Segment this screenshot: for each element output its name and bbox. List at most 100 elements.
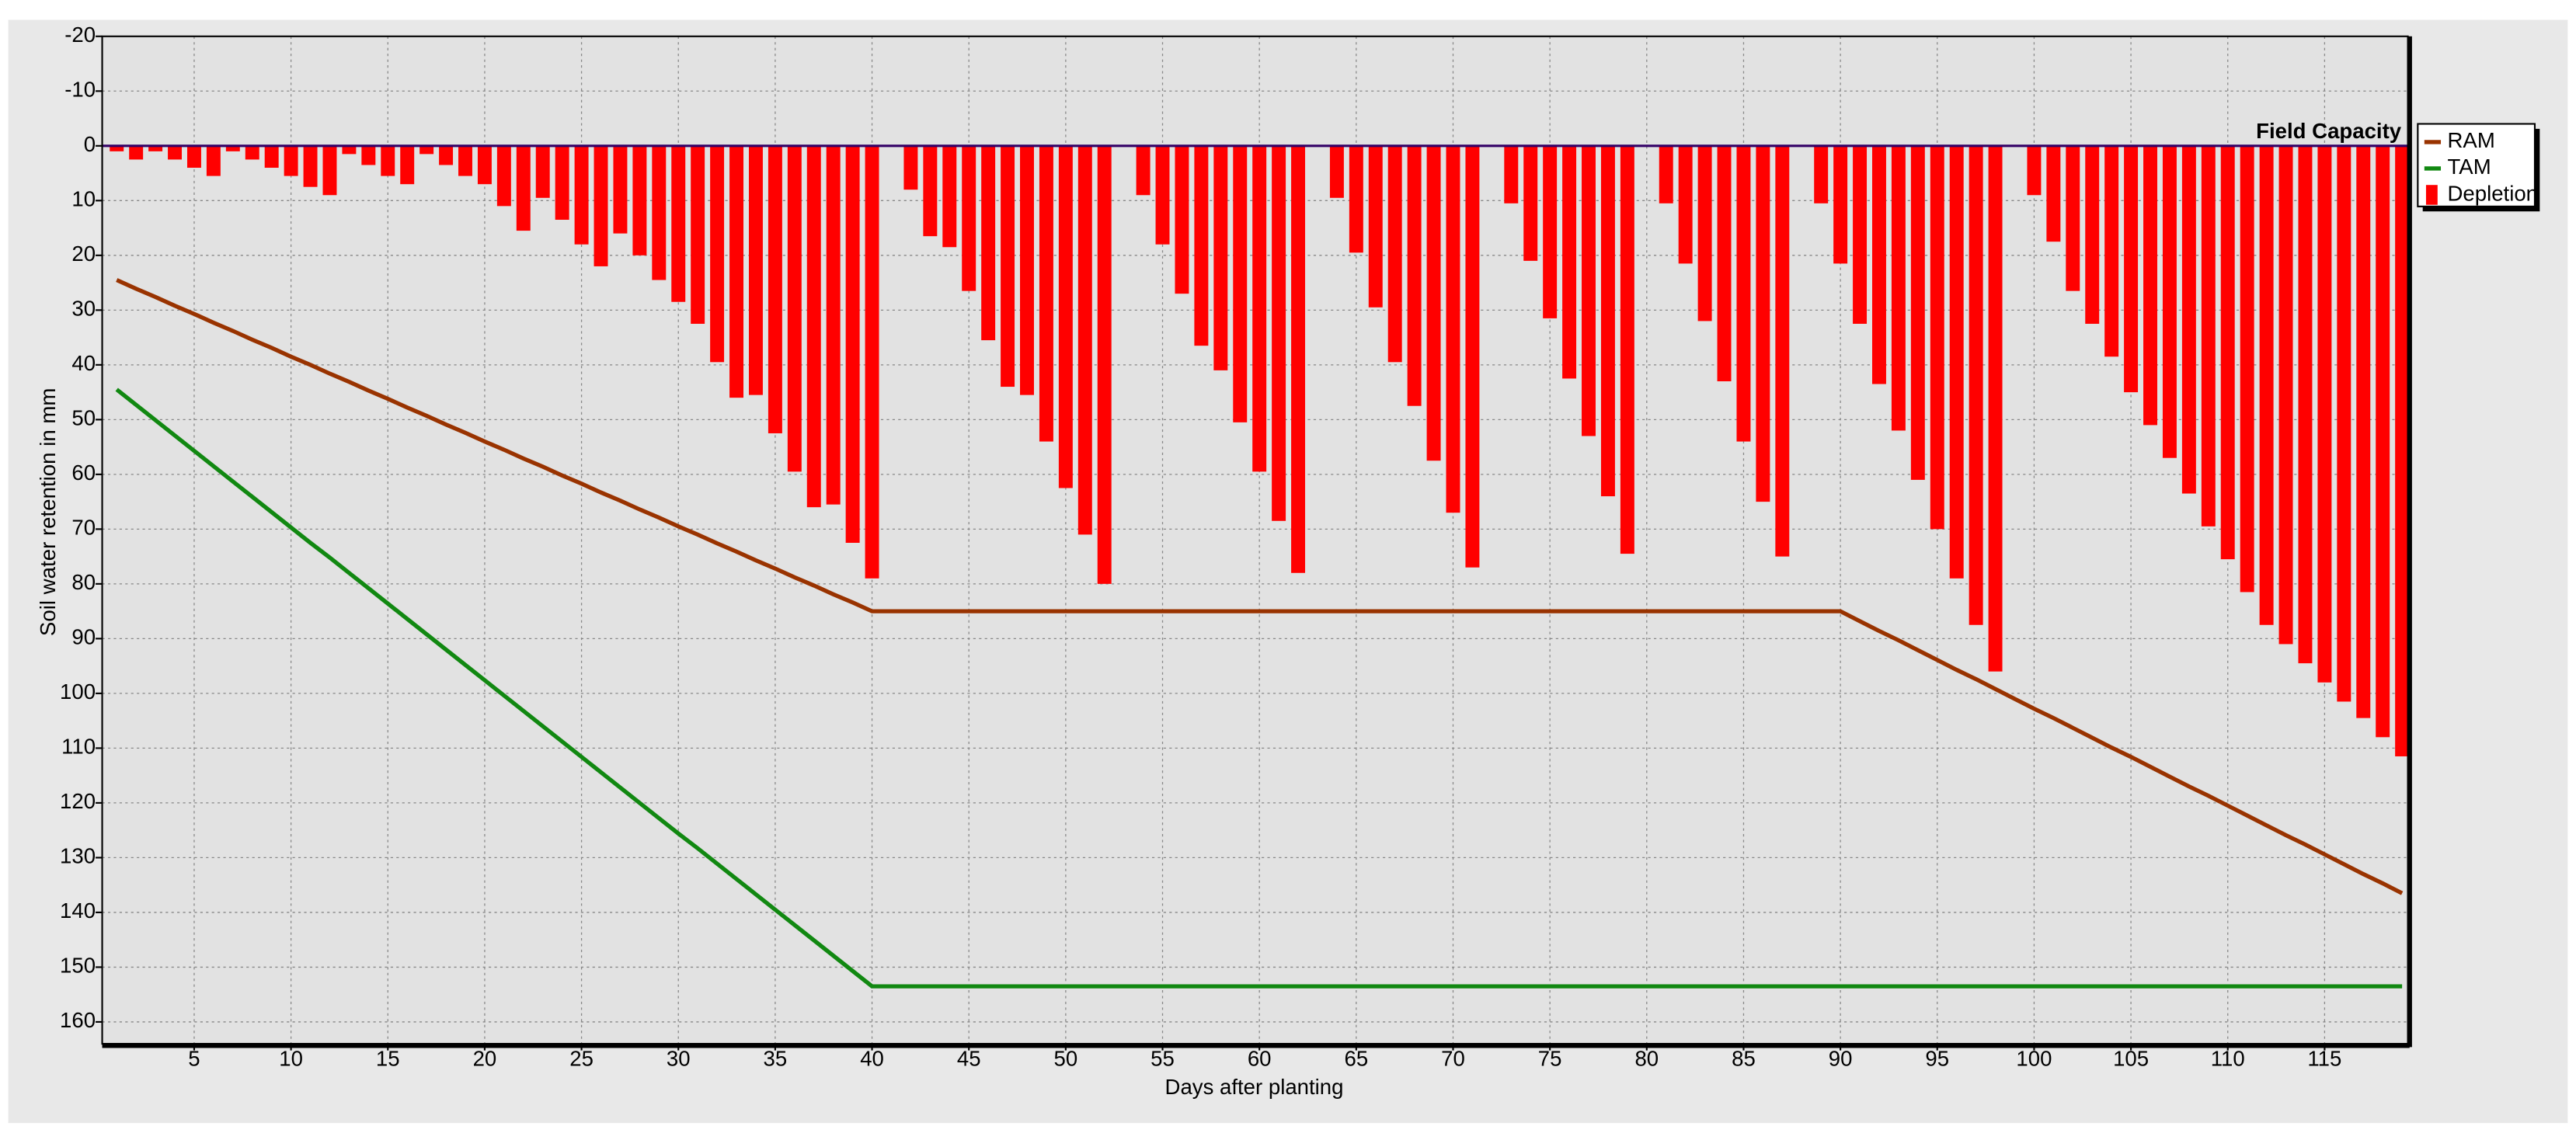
bar xyxy=(1058,145,1073,488)
bar xyxy=(845,145,860,543)
bar xyxy=(1001,145,1015,388)
bar xyxy=(691,145,705,324)
bar xyxy=(1077,145,1092,535)
bar xyxy=(1833,145,1848,264)
bar xyxy=(555,145,569,220)
bar xyxy=(2337,145,2351,702)
bar xyxy=(2181,145,2196,494)
bar xyxy=(1407,145,1422,406)
bar xyxy=(1949,145,1964,579)
bar xyxy=(1194,145,1209,346)
x-tick-label: 100 xyxy=(2016,1047,2052,1071)
y-tick-label: 0 xyxy=(84,132,96,156)
bar xyxy=(981,145,996,341)
x-tick-label: 35 xyxy=(764,1047,788,1071)
bar xyxy=(245,145,259,160)
y-tick-label: 110 xyxy=(61,735,96,759)
bar xyxy=(1020,145,1034,395)
bar xyxy=(1155,145,1170,245)
line xyxy=(116,278,2404,895)
bar xyxy=(1329,145,1344,198)
bar xyxy=(2085,145,2100,324)
x-tick-label: 105 xyxy=(2113,1047,2149,1071)
bar xyxy=(2162,145,2177,458)
y-tick-label: -10 xyxy=(64,78,96,102)
y-tick-label: 150 xyxy=(60,954,96,978)
bar xyxy=(1446,145,1460,513)
x-tick-label: 55 xyxy=(1150,1047,1175,1071)
bar xyxy=(1213,145,1228,370)
bar xyxy=(1349,145,1363,253)
y-tick-label: 20 xyxy=(71,242,96,266)
bar xyxy=(264,145,279,169)
x-tick-label: 75 xyxy=(1538,1047,1562,1071)
bar xyxy=(168,145,183,160)
y-tick-label: -20 xyxy=(64,23,96,47)
bar xyxy=(632,145,647,255)
bar xyxy=(1136,145,1150,196)
x-tick-label: 45 xyxy=(957,1047,981,1071)
bar xyxy=(516,145,531,231)
bar xyxy=(2298,145,2313,664)
x-tick-label: 25 xyxy=(569,1047,594,1071)
bar xyxy=(458,145,472,176)
bar xyxy=(1988,145,2003,672)
bar xyxy=(1969,145,1983,625)
x-tick-label: 80 xyxy=(1634,1047,1659,1071)
bar xyxy=(1891,145,1906,431)
bar xyxy=(1368,145,1383,308)
bar xyxy=(1426,145,1441,461)
bar xyxy=(1814,145,1829,203)
bar xyxy=(284,145,298,176)
bar xyxy=(303,145,318,187)
bar xyxy=(1252,145,1267,472)
bar xyxy=(1582,145,1596,436)
bar xyxy=(1523,145,1538,261)
y-tick-label: 60 xyxy=(71,460,96,485)
bar xyxy=(225,145,240,151)
y-tick-label: 100 xyxy=(60,679,96,704)
y-tick-label: 30 xyxy=(71,297,96,321)
bar xyxy=(1387,145,1402,363)
y-tick-label: 140 xyxy=(60,898,96,923)
bar xyxy=(1620,145,1634,554)
bar xyxy=(710,145,725,363)
bar xyxy=(594,145,608,266)
bar xyxy=(1600,145,1615,497)
y-tick-label: 10 xyxy=(71,187,96,211)
y-tick-label: 160 xyxy=(60,1008,96,1032)
legend-swatch xyxy=(2425,185,2438,205)
bar xyxy=(1097,145,1112,584)
bar xyxy=(361,145,376,165)
marks xyxy=(102,144,2410,989)
bar xyxy=(477,145,492,185)
bar xyxy=(1736,145,1751,442)
bar xyxy=(1930,145,1944,530)
y-tick-label: 80 xyxy=(71,570,96,594)
legend-label: RAM xyxy=(2448,128,2495,152)
legend xyxy=(2417,123,2536,207)
bar xyxy=(2356,145,2371,718)
bar xyxy=(1756,145,1770,502)
bar xyxy=(1775,145,1790,557)
x-tick-label: 20 xyxy=(473,1047,497,1071)
bar xyxy=(1291,145,1306,573)
bar xyxy=(206,145,221,176)
bar xyxy=(496,145,511,207)
bar xyxy=(942,145,957,248)
bar xyxy=(129,145,144,160)
line xyxy=(115,388,2403,989)
x-tick-label: 50 xyxy=(1054,1047,1078,1071)
y-axis-label: Soil water retention in mm xyxy=(36,388,60,637)
bar xyxy=(322,145,337,196)
x-axis-label: Days after planting xyxy=(1165,1075,1344,1099)
bar xyxy=(2124,145,2139,393)
bar xyxy=(1175,145,1189,294)
bar xyxy=(613,145,628,234)
y-tick-label: 130 xyxy=(60,844,96,868)
x-tick-label: 70 xyxy=(1441,1047,1465,1071)
bar xyxy=(2259,145,2274,625)
bar xyxy=(729,145,744,398)
bar xyxy=(2278,145,2293,645)
